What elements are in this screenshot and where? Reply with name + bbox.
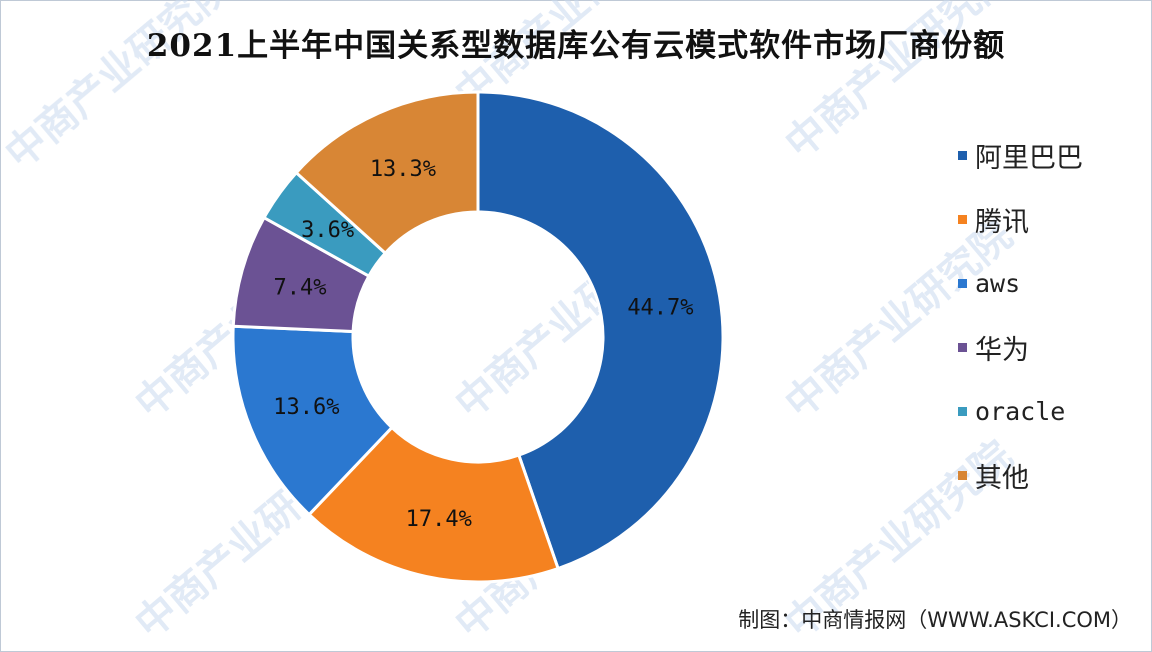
donut-slice-5 xyxy=(294,90,480,256)
legend-swatch xyxy=(958,214,967,224)
legend-item-tencent: 腾讯 xyxy=(958,199,1138,239)
legend-label: aws xyxy=(975,268,1021,298)
legend-label: oracle xyxy=(975,396,1066,426)
legend-label: 阿里巴巴 xyxy=(975,142,1083,174)
legend-item-other: 其他 xyxy=(958,455,1138,495)
legend-swatch xyxy=(958,278,967,288)
legend-item-oracle: oracle xyxy=(958,391,1138,431)
legend-label: 腾讯 xyxy=(975,206,1029,238)
legend-swatch xyxy=(958,150,967,160)
slice-value-label: 3.6% xyxy=(301,218,354,243)
donut-slice-1 xyxy=(307,425,560,584)
legend-swatch xyxy=(958,470,967,480)
slice-value-label: 17.4% xyxy=(406,507,472,532)
legend-swatch xyxy=(958,406,967,416)
chart-title: 2021上半年中国关系型数据库公有云模式软件市场厂商份额 xyxy=(146,28,1006,64)
legend-item-huawei: 华为 xyxy=(958,327,1138,367)
legend-label: 其他 xyxy=(975,462,1029,494)
slice-value-label: 13.3% xyxy=(370,157,436,182)
slice-value-label: 7.4% xyxy=(274,276,327,301)
legend-swatch xyxy=(958,342,967,352)
legend-item-aws: aws xyxy=(958,263,1138,303)
donut-slice-2 xyxy=(231,324,394,517)
legend-item-alibaba: 阿里巴巴 xyxy=(958,135,1138,175)
legend-label: 华为 xyxy=(975,334,1029,366)
donut-slice-0 xyxy=(476,90,725,571)
slice-value-label: 44.7% xyxy=(627,295,693,320)
source-credit: 制图：中商情报网（WWW.ASKCI.COM） xyxy=(738,608,1132,632)
slice-value-label: 13.6% xyxy=(273,395,339,420)
